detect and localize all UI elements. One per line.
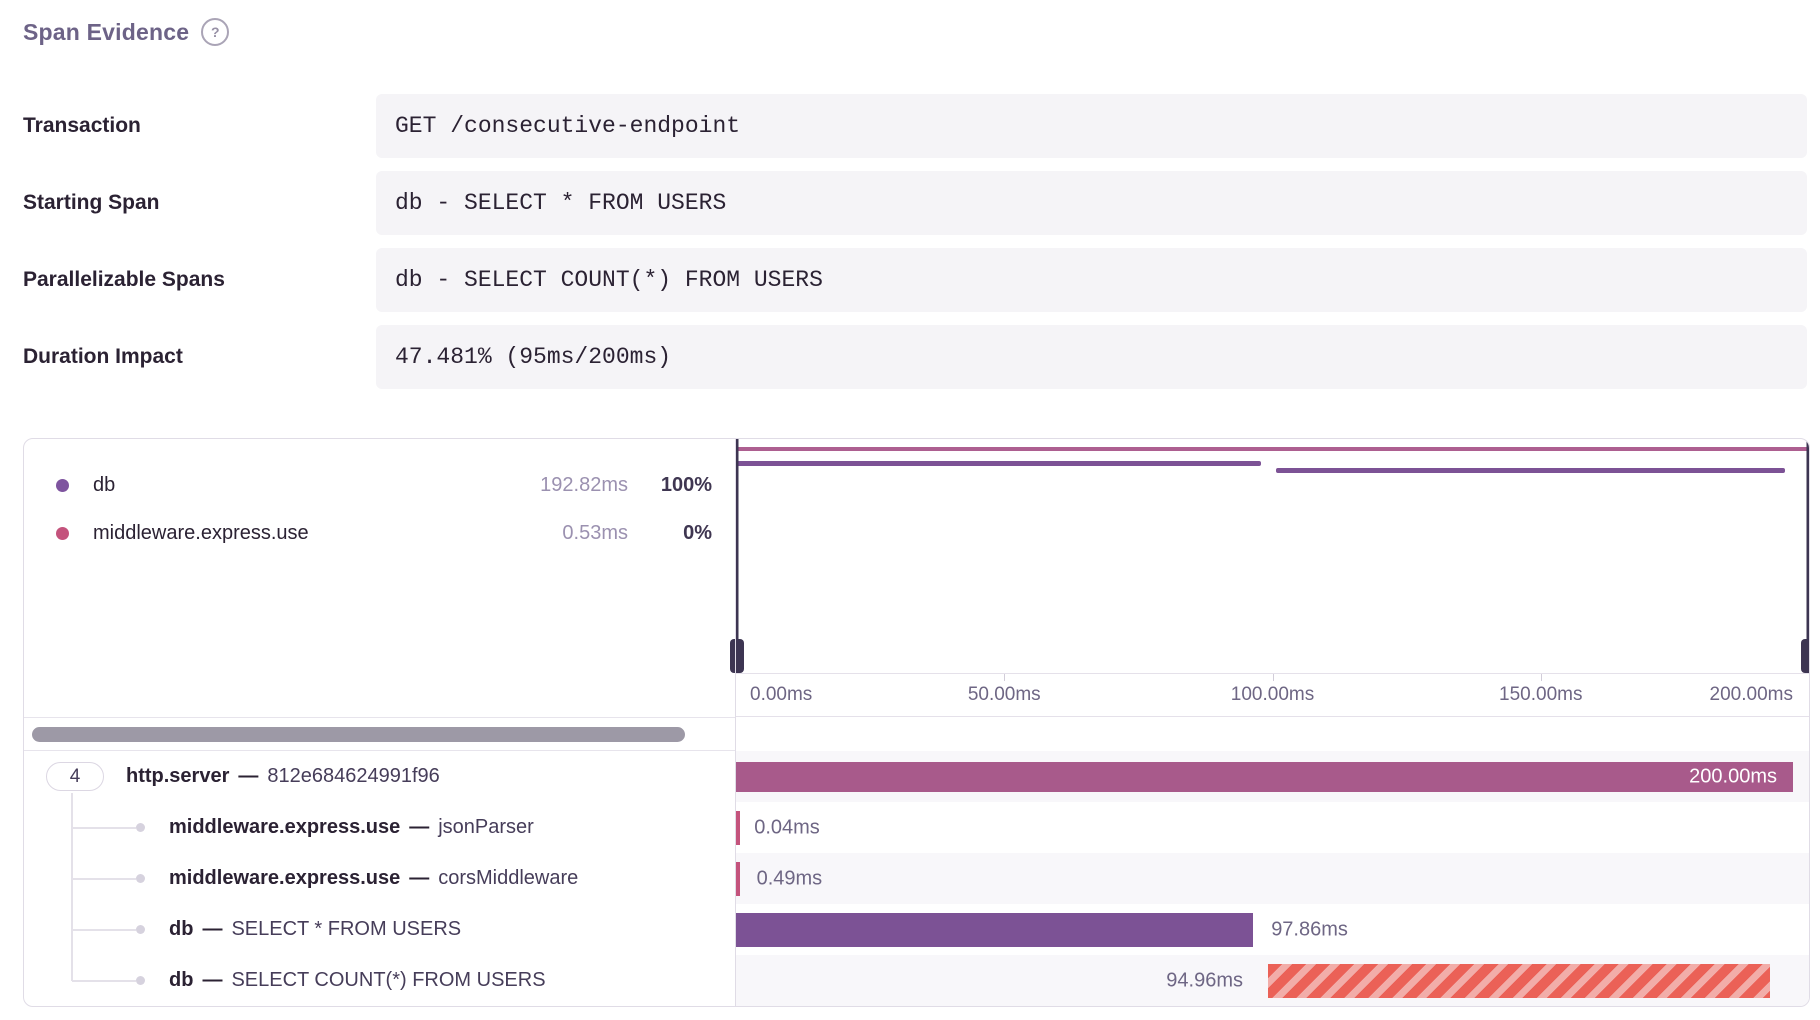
- span-duration-label: 97.86ms: [1271, 918, 1348, 940]
- field-value: GET /consecutive-endpoint: [376, 94, 1807, 158]
- children-count-badge[interactable]: 4: [46, 762, 104, 791]
- span-separator: —: [409, 816, 430, 838]
- tree-connector-line: [71, 793, 73, 981]
- span-separator: —: [202, 969, 223, 991]
- axis-tick-label: 200.00ms: [1709, 684, 1793, 705]
- panel-column-divider: [735, 439, 736, 1006]
- span-tree-row-select-count[interactable]: db — SELECT COUNT(*) FROM USERS: [24, 955, 735, 1006]
- field-label: Transaction: [23, 114, 141, 137]
- axis-tick-mark: [1272, 674, 1274, 681]
- span-tree-row-select-star[interactable]: db — SELECT * FROM USERS: [24, 904, 735, 955]
- bar-track: 200.00ms: [736, 751, 1793, 802]
- field-transaction: Transaction GET /consecutive-endpoint: [0, 94, 1820, 158]
- bar-track: 97.86ms: [736, 904, 1793, 955]
- axis-tick-mark: [1540, 674, 1542, 681]
- field-duration-impact: Duration Impact 47.481% (95ms/200ms): [0, 325, 1820, 389]
- span-tree-row-http-server[interactable]: 4 http.server — 812e684624991f96: [24, 751, 735, 802]
- axis-tick-mark: [1004, 674, 1006, 681]
- legend-percent: 100%: [660, 473, 712, 496]
- axis-tick-label: 150.00ms: [1499, 684, 1583, 705]
- trace-minimap[interactable]: [730, 439, 1809, 673]
- legend-op-name: db: [93, 473, 116, 496]
- span-op: db: [169, 969, 194, 991]
- field-value: db - SELECT * FROM USERS: [376, 171, 1807, 235]
- legend-op-name: middleware.express.use: [93, 521, 309, 544]
- tree-scrollbar-track[interactable]: [24, 717, 735, 751]
- span-description: 812e684624991f96: [267, 765, 440, 787]
- span-description: SELECT COUNT(*) FROM USERS: [231, 969, 546, 991]
- waterfall-row-jsonparser[interactable]: 0.04ms: [736, 802, 1809, 853]
- trace-right-column: 0.00ms 50.00ms 100.00ms 150.00ms 200.00m…: [730, 439, 1809, 1006]
- span-separator: —: [409, 867, 430, 889]
- minimap-span-http-server: [736, 447, 1809, 451]
- field-label: Duration Impact: [23, 345, 183, 368]
- span-tree: 4 http.server — 812e684624991f96 middlew…: [24, 751, 735, 1006]
- bar-track: 0.49ms: [736, 853, 1793, 904]
- span-tree-row-jsonparser[interactable]: middleware.express.use — jsonParser: [24, 802, 735, 853]
- minimap-span-db-select-star: [736, 461, 1262, 466]
- field-value: 47.481% (95ms/200ms): [376, 325, 1807, 389]
- minimap-right-handle-line: [1806, 439, 1809, 673]
- field-parallelizable-spans: Parallelizable Spans db - SELECT COUNT(*…: [0, 248, 1820, 312]
- span-duration-label: 94.96ms: [1166, 969, 1243, 991]
- waterfall-row-select-count[interactable]: 94.96ms: [736, 955, 1809, 1006]
- axis-tick-label: 100.00ms: [1230, 684, 1315, 705]
- minimap-left-drag-handle[interactable]: [730, 439, 744, 673]
- span-separator: —: [238, 765, 259, 787]
- legend-duration: 192.82ms: [540, 473, 628, 496]
- bar-track: 94.96ms: [736, 955, 1793, 1006]
- waterfall-row-select-star[interactable]: 97.86ms: [736, 904, 1809, 955]
- span-bar-corsmiddleware[interactable]: [736, 861, 740, 896]
- bar-track: 0.04ms: [736, 802, 1793, 853]
- minimap-right-handle-grip[interactable]: [1801, 639, 1809, 673]
- axis-tick-label: 50.00ms: [967, 684, 1041, 705]
- span-op: middleware.express.use: [169, 816, 401, 838]
- span-description: corsMiddleware: [438, 867, 579, 889]
- field-label: Parallelizable Spans: [23, 268, 225, 291]
- minimap-left-handle-grip[interactable]: [730, 639, 744, 673]
- tree-scrollbar-thumb[interactable]: [32, 727, 685, 742]
- field-label: Starting Span: [23, 191, 160, 214]
- axis-tick-label: 0.00ms: [750, 684, 813, 705]
- legend-color-dot: [56, 526, 69, 540]
- legend-item-middleware[interactable]: middleware.express.use 0.53ms 0%: [56, 511, 712, 555]
- ops-legend: db 192.82ms 100% middleware.express.use …: [56, 463, 712, 559]
- time-axis: 0.00ms 50.00ms 100.00ms 150.00ms 200.00m…: [736, 673, 1809, 717]
- page-title: Span Evidence ?: [23, 18, 230, 46]
- minimap-left-handle-line: [735, 439, 739, 673]
- span-description: jsonParser: [438, 816, 534, 838]
- minimap-right-drag-handle[interactable]: [1801, 439, 1809, 673]
- span-duration-label: 0.04ms: [754, 816, 820, 838]
- trace-left-column: db 192.82ms 100% middleware.express.use …: [24, 439, 735, 1006]
- span-tree-row-corsmiddleware[interactable]: middleware.express.use — corsMiddleware: [24, 853, 735, 904]
- span-description: SELECT * FROM USERS: [231, 918, 462, 940]
- waterfall-row-http-server[interactable]: 200.00ms: [736, 751, 1809, 802]
- legend-duration: 0.53ms: [562, 521, 628, 544]
- span-op: db: [169, 918, 194, 940]
- span-duration-label: 0.49ms: [756, 867, 823, 889]
- span-duration-label: 200.00ms: [1689, 765, 1777, 787]
- field-value: db - SELECT COUNT(*) FROM USERS: [376, 248, 1807, 312]
- span-op: http.server: [126, 765, 230, 787]
- field-starting-span: Starting Span db - SELECT * FROM USERS: [0, 171, 1820, 235]
- page-title-text: Span Evidence: [23, 18, 190, 45]
- waterfall-rows: 200.00ms 0.04ms 0.49ms: [736, 751, 1809, 1006]
- help-icon[interactable]: ?: [201, 18, 230, 46]
- trace-viewer-panel: db 192.82ms 100% middleware.express.use …: [23, 438, 1810, 1007]
- legend-percent: 0%: [683, 521, 712, 544]
- span-op: middleware.express.use: [169, 867, 401, 889]
- span-bar-http-server[interactable]: 200.00ms: [736, 761, 1793, 792]
- waterfall-row-corsmiddleware[interactable]: 0.49ms: [736, 853, 1809, 904]
- minimap-span-db-select-count: [1276, 468, 1786, 473]
- span-bar-select-star[interactable]: [736, 912, 1254, 947]
- legend-color-dot: [56, 478, 69, 492]
- span-separator: —: [202, 918, 223, 940]
- span-bar-jsonparser[interactable]: [736, 810, 740, 845]
- span-bar-select-count[interactable]: [1267, 963, 1770, 998]
- legend-item-db[interactable]: db 192.82ms 100%: [56, 463, 712, 507]
